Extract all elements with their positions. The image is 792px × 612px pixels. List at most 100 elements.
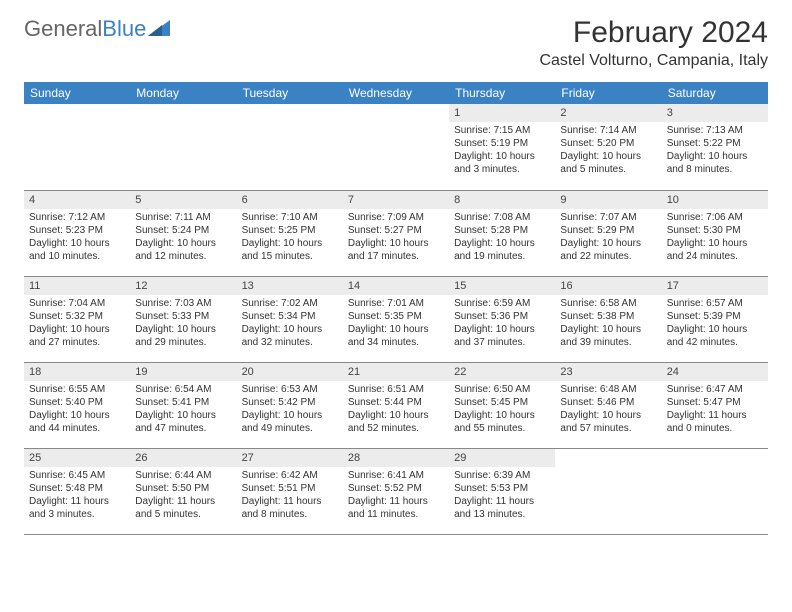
sunset-text: Sunset: 5:53 PM xyxy=(454,482,550,495)
daylight-text: and 3 minutes. xyxy=(29,508,125,521)
daylight-text: Daylight: 10 hours xyxy=(135,409,231,422)
empty-cell xyxy=(555,448,661,534)
weekday-header: Monday xyxy=(130,82,236,104)
sunset-text: Sunset: 5:20 PM xyxy=(560,137,656,150)
sunset-text: Sunset: 5:52 PM xyxy=(348,482,444,495)
sunrise-text: Sunrise: 6:44 AM xyxy=(135,469,231,482)
daylight-text: Daylight: 10 hours xyxy=(29,409,125,422)
daylight-text: and 34 minutes. xyxy=(348,336,444,349)
daylight-text: Daylight: 10 hours xyxy=(560,323,656,336)
day-cell: 1Sunrise: 7:15 AMSunset: 5:19 PMDaylight… xyxy=(449,104,555,190)
sunrise-text: Sunrise: 6:47 AM xyxy=(667,383,763,396)
day-number: 19 xyxy=(130,363,236,381)
day-cell: 25Sunrise: 6:45 AMSunset: 5:48 PMDayligh… xyxy=(24,448,130,534)
sunset-text: Sunset: 5:28 PM xyxy=(454,224,550,237)
brand-logo: GeneralBlue xyxy=(24,16,170,42)
weekday-header: Saturday xyxy=(662,82,768,104)
sunrise-text: Sunrise: 7:14 AM xyxy=(560,124,656,137)
calendar-body: 1Sunrise: 7:15 AMSunset: 5:19 PMDaylight… xyxy=(24,104,768,534)
day-details: Sunrise: 7:08 AMSunset: 5:28 PMDaylight:… xyxy=(449,209,555,267)
day-details: Sunrise: 7:15 AMSunset: 5:19 PMDaylight:… xyxy=(449,122,555,180)
day-details: Sunrise: 7:12 AMSunset: 5:23 PMDaylight:… xyxy=(24,209,130,267)
day-details: Sunrise: 7:10 AMSunset: 5:25 PMDaylight:… xyxy=(237,209,343,267)
sunset-text: Sunset: 5:35 PM xyxy=(348,310,444,323)
sunrise-text: Sunrise: 6:51 AM xyxy=(348,383,444,396)
sunrise-text: Sunrise: 6:58 AM xyxy=(560,297,656,310)
header: GeneralBlue February 2024 Castel Volturn… xyxy=(0,0,792,74)
sunset-text: Sunset: 5:30 PM xyxy=(667,224,763,237)
daylight-text: and 49 minutes. xyxy=(242,422,338,435)
day-details: Sunrise: 7:09 AMSunset: 5:27 PMDaylight:… xyxy=(343,209,449,267)
day-number: 24 xyxy=(662,363,768,381)
empty-cell xyxy=(130,104,236,190)
sunset-text: Sunset: 5:38 PM xyxy=(560,310,656,323)
day-details: Sunrise: 6:55 AMSunset: 5:40 PMDaylight:… xyxy=(24,381,130,439)
day-cell: 9Sunrise: 7:07 AMSunset: 5:29 PMDaylight… xyxy=(555,190,661,276)
daylight-text: Daylight: 10 hours xyxy=(454,409,550,422)
daylight-text: Daylight: 10 hours xyxy=(242,323,338,336)
daylight-text: and 19 minutes. xyxy=(454,250,550,263)
sunset-text: Sunset: 5:40 PM xyxy=(29,396,125,409)
day-number: 15 xyxy=(449,277,555,295)
daylight-text: Daylight: 10 hours xyxy=(29,323,125,336)
daylight-text: and 47 minutes. xyxy=(135,422,231,435)
sunset-text: Sunset: 5:47 PM xyxy=(667,396,763,409)
daylight-text: Daylight: 10 hours xyxy=(348,323,444,336)
day-cell: 3Sunrise: 7:13 AMSunset: 5:22 PMDaylight… xyxy=(662,104,768,190)
brand-part2: Blue xyxy=(102,16,146,42)
day-details: Sunrise: 7:14 AMSunset: 5:20 PMDaylight:… xyxy=(555,122,661,180)
weekday-header: Friday xyxy=(555,82,661,104)
daylight-text: and 42 minutes. xyxy=(667,336,763,349)
day-cell: 11Sunrise: 7:04 AMSunset: 5:32 PMDayligh… xyxy=(24,276,130,362)
day-number: 28 xyxy=(343,449,449,467)
daylight-text: Daylight: 11 hours xyxy=(667,409,763,422)
day-cell: 26Sunrise: 6:44 AMSunset: 5:50 PMDayligh… xyxy=(130,448,236,534)
sunset-text: Sunset: 5:50 PM xyxy=(135,482,231,495)
daylight-text: Daylight: 10 hours xyxy=(667,323,763,336)
daylight-text: and 8 minutes. xyxy=(242,508,338,521)
day-details: Sunrise: 6:47 AMSunset: 5:47 PMDaylight:… xyxy=(662,381,768,439)
day-number: 25 xyxy=(24,449,130,467)
day-details: Sunrise: 6:54 AMSunset: 5:41 PMDaylight:… xyxy=(130,381,236,439)
sunset-text: Sunset: 5:48 PM xyxy=(29,482,125,495)
sunset-text: Sunset: 5:23 PM xyxy=(29,224,125,237)
sunrise-text: Sunrise: 6:45 AM xyxy=(29,469,125,482)
sunrise-text: Sunrise: 6:50 AM xyxy=(454,383,550,396)
day-number: 27 xyxy=(237,449,343,467)
daylight-text: Daylight: 10 hours xyxy=(348,237,444,250)
daylight-text: and 52 minutes. xyxy=(348,422,444,435)
daylight-text: Daylight: 10 hours xyxy=(560,409,656,422)
day-number: 5 xyxy=(130,191,236,209)
sunset-text: Sunset: 5:45 PM xyxy=(454,396,550,409)
sunrise-text: Sunrise: 6:54 AM xyxy=(135,383,231,396)
sunrise-text: Sunrise: 7:01 AM xyxy=(348,297,444,310)
calendar-row: 11Sunrise: 7:04 AMSunset: 5:32 PMDayligh… xyxy=(24,276,768,362)
sunset-text: Sunset: 5:36 PM xyxy=(454,310,550,323)
daylight-text: and 13 minutes. xyxy=(454,508,550,521)
daylight-text: and 15 minutes. xyxy=(242,250,338,263)
day-cell: 22Sunrise: 6:50 AMSunset: 5:45 PMDayligh… xyxy=(449,362,555,448)
sunset-text: Sunset: 5:24 PM xyxy=(135,224,231,237)
sunset-text: Sunset: 5:34 PM xyxy=(242,310,338,323)
sunset-text: Sunset: 5:29 PM xyxy=(560,224,656,237)
daylight-text: and 3 minutes. xyxy=(454,163,550,176)
sunset-text: Sunset: 5:25 PM xyxy=(242,224,338,237)
empty-cell xyxy=(343,104,449,190)
sunset-text: Sunset: 5:42 PM xyxy=(242,396,338,409)
day-cell: 28Sunrise: 6:41 AMSunset: 5:52 PMDayligh… xyxy=(343,448,449,534)
sunrise-text: Sunrise: 7:03 AM xyxy=(135,297,231,310)
daylight-text: and 29 minutes. xyxy=(135,336,231,349)
daylight-text: Daylight: 11 hours xyxy=(348,495,444,508)
day-details: Sunrise: 7:11 AMSunset: 5:24 PMDaylight:… xyxy=(130,209,236,267)
month-title: February 2024 xyxy=(539,16,768,50)
day-cell: 23Sunrise: 6:48 AMSunset: 5:46 PMDayligh… xyxy=(555,362,661,448)
daylight-text: Daylight: 10 hours xyxy=(242,237,338,250)
sunset-text: Sunset: 5:51 PM xyxy=(242,482,338,495)
daylight-text: and 5 minutes. xyxy=(135,508,231,521)
daylight-text: and 10 minutes. xyxy=(29,250,125,263)
day-cell: 8Sunrise: 7:08 AMSunset: 5:28 PMDaylight… xyxy=(449,190,555,276)
day-number: 8 xyxy=(449,191,555,209)
day-details: Sunrise: 7:01 AMSunset: 5:35 PMDaylight:… xyxy=(343,295,449,353)
empty-cell xyxy=(662,448,768,534)
daylight-text: and 22 minutes. xyxy=(560,250,656,263)
